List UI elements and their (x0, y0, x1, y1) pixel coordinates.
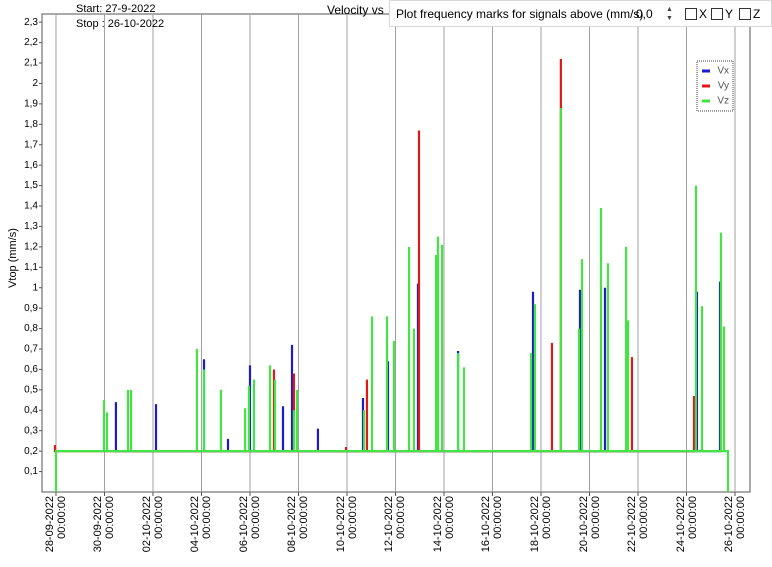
y-tick-label: 0,6 (24, 364, 38, 375)
y-tick-label: 0,3 (24, 425, 38, 436)
x-tick-label: 24-10-2022 00:00:00 (674, 496, 699, 553)
x-tick-label: 22-10-2022 00:00:00 (626, 496, 650, 553)
y-tick-label: 0,4 (24, 405, 38, 416)
series-line (54, 107, 730, 492)
y-tick-label: 2,2 (24, 37, 38, 48)
x-tick-label: 20-10-2022 00:00:00 (577, 496, 602, 553)
y-axis-label: Vtop (mm/s) (7, 228, 19, 288)
x-tick-label: 06-10-2022 00:00:00 (237, 496, 262, 553)
y-tick-label: 0,8 (24, 323, 38, 334)
y-tick-label: 1,3 (24, 221, 38, 232)
y-tick-label: 1,2 (24, 242, 38, 253)
checkbox[interactable] (711, 8, 723, 20)
x-tick-label: 08-10-2022 00:00:00 (286, 496, 311, 553)
chart-title: Velocity vs (327, 3, 384, 17)
stop-label: Stop : 26-10-2022 (76, 18, 164, 30)
plot-frame (41, 13, 751, 493)
legend-label: Vy (718, 81, 729, 92)
y-tick-label: 0,9 (24, 303, 38, 314)
y-tick-label: 1,4 (24, 201, 38, 212)
y-tick-label: 1,7 (24, 139, 38, 150)
x-tick-label: 18-10-2022 00:00:00 (529, 496, 553, 553)
y-tick-label: 0,2 (24, 446, 38, 457)
y-tick-label: 0,1 (24, 466, 38, 477)
y-tick-label: 2 (32, 78, 38, 89)
y-tick-label: 1,5 (24, 180, 38, 191)
checkbox-label: X (699, 7, 708, 21)
y-tick-label: 1,1 (24, 262, 38, 273)
x-tick-label: 16-10-2022 00:00:00 (480, 496, 505, 553)
x-tick-label: 26-10-2022 00:00:00 (723, 496, 747, 553)
x-tick-label: 30-09-2022 00:00:00 (92, 496, 117, 553)
checkbox-label: Z (753, 7, 761, 21)
y-tick-label: 1,9 (24, 99, 38, 110)
y-tick-label: 0,5 (24, 385, 38, 396)
threshold-input[interactable]: 0,0 (636, 7, 653, 21)
checkbox[interactable] (685, 8, 697, 20)
start-label: Start: 27-9-2022 (76, 3, 156, 15)
x-tick-label: 28-09-2022 00:00:00 (43, 496, 68, 553)
checkbox[interactable] (739, 8, 751, 20)
legend-label: Vx (717, 66, 729, 77)
spinner[interactable]: ▲ ▼ (666, 6, 673, 22)
x-tick-label: 12-10-2022 00:00:00 (383, 496, 408, 553)
legend-label: Vz (717, 96, 729, 107)
toolbar-prompt: Plot frequency marks for signals above (… (396, 7, 644, 21)
toolbar: Plot frequency marks for signals above (… (389, 0, 772, 27)
x-tick-label: 04-10-2022 00:00:00 (189, 496, 214, 553)
y-tick-label: 1,6 (24, 160, 38, 171)
y-tick-label: 2,3 (24, 17, 38, 28)
x-tick-label: 02-10-2022 00:00:00 (140, 496, 165, 553)
y-tick-label: 1,8 (24, 119, 38, 130)
x-tick-label: 14-10-2022 00:00:00 (431, 496, 456, 553)
y-tick-label: 0,7 (24, 344, 38, 355)
y-tick-label: 1 (32, 282, 38, 293)
checkbox-label: Y (725, 7, 734, 21)
y-tick-label: 2,1 (24, 58, 38, 69)
grid (55, 14, 736, 492)
x-tick-label: 10-10-2022 00:00:00 (334, 496, 359, 553)
